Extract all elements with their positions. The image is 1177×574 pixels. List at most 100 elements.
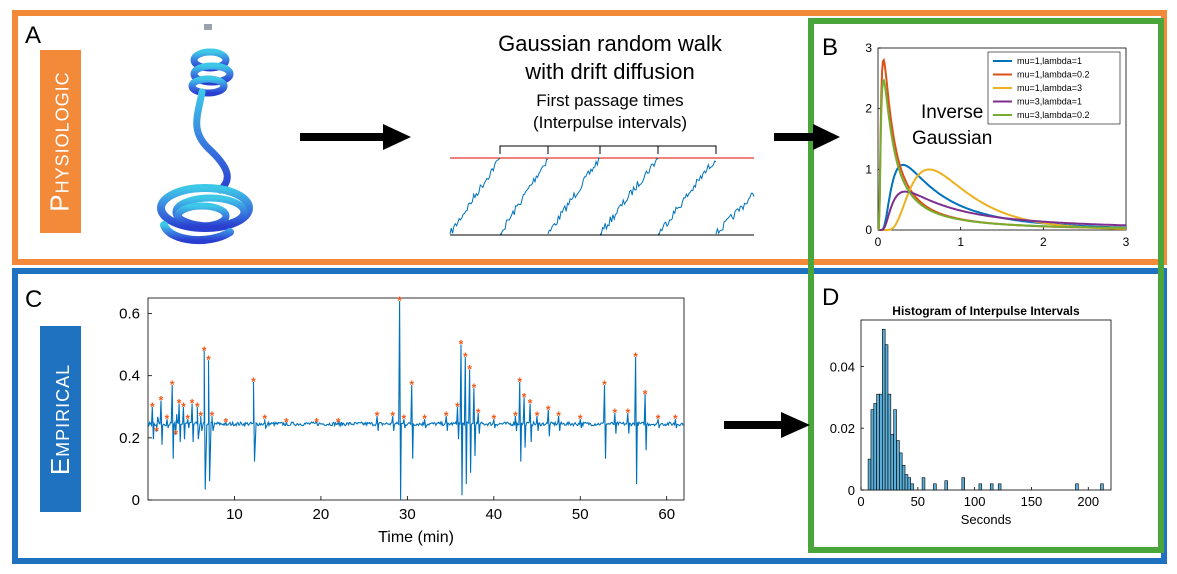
histogram-bar <box>1075 483 1079 491</box>
legend-label: mu=3,lambda=1 <box>1017 97 1082 107</box>
y-tick-label: 0.6 <box>119 306 140 323</box>
peak-markers: ******* *** ***** *** * * * * ***** ******* * *** **… <box>150 294 678 442</box>
walk-trajectory <box>658 160 717 235</box>
walk-trajectory <box>500 158 549 235</box>
peak-marker: * <box>195 400 200 414</box>
signal-line <box>147 301 684 501</box>
neuron-illustration <box>157 24 253 245</box>
peak-marker: * <box>251 375 256 389</box>
walk-trajectory <box>449 157 501 235</box>
arrow-right-icon <box>724 412 810 438</box>
x-tick-label: 0 <box>875 235 882 249</box>
peak-marker: * <box>625 406 630 420</box>
walk-title-line1: Gaussian random walk <box>498 31 722 56</box>
histogram-bar <box>901 464 906 491</box>
x-tick-label: 150 <box>1021 494 1043 509</box>
y-tick-label: 2 <box>865 102 872 116</box>
histogram-bar <box>882 328 886 491</box>
legend-label: mu=3,lambda=0.2 <box>1017 110 1090 120</box>
interval-bracket <box>499 145 549 154</box>
x-axis-label: Seconds <box>961 512 1012 527</box>
peak-marker: * <box>198 409 203 423</box>
y-tick-label: 0.4 <box>119 368 140 385</box>
histogram-bar <box>944 480 948 491</box>
arrow-right-icon <box>300 124 411 150</box>
histogram-bar <box>997 483 1002 491</box>
peak-marker: * <box>513 409 518 423</box>
inverse-gaussian-chart: 0 1 2 30123mu=1,lambda=1mu=1,lambda=0.2mu=1… <box>865 41 1130 249</box>
peak-marker: * <box>397 294 402 308</box>
histogram-bar <box>870 409 875 491</box>
peak-marker: * <box>522 390 527 404</box>
peak-marker: * <box>546 403 551 417</box>
peak-marker: * <box>517 375 522 389</box>
walk-title: Gaussian random walk with drift diffusio… <box>470 30 750 86</box>
walk-subtitle: First passage times (Interpulse interval… <box>490 90 730 134</box>
peak-marker: * <box>409 378 414 392</box>
histogram-bar <box>904 474 909 491</box>
plot-area <box>147 297 685 501</box>
x-axis-label: Time (min) <box>378 529 454 546</box>
walk-trajectory <box>600 157 659 235</box>
empirical-frame <box>12 268 1167 564</box>
peak-marker: * <box>336 415 341 429</box>
y-tick-label: 0 <box>132 492 140 509</box>
y-tick-label: 1 <box>865 162 872 176</box>
x-tick-label: 40 <box>485 506 502 523</box>
peak-marker: * <box>165 412 170 426</box>
peak-marker: * <box>444 409 449 423</box>
walk-subtitle-line1: First passage times <box>536 91 684 110</box>
x-tick-label: 50 <box>572 506 589 523</box>
plot-area <box>860 319 1112 491</box>
panel-letter-b: B <box>822 34 839 61</box>
legend: mu=1,lambda=1 mu=1,lambda=0.2 mu=1,lambda=… <box>987 51 1121 125</box>
histogram-bar <box>899 452 903 491</box>
tube-cap <box>204 24 212 30</box>
peak-marker: * <box>463 350 468 364</box>
histogram-bar <box>1100 483 1104 491</box>
x-tick-label: 0 <box>857 494 864 509</box>
histogram-bar <box>887 393 892 491</box>
chart-title: Histogram of Interpulse Intervals <box>892 304 1080 318</box>
peak-marker: * <box>173 428 178 442</box>
walk-title-line2: with drift diffusion <box>525 59 695 84</box>
histogram-bar <box>961 477 965 491</box>
x-tick-label: 3 <box>1123 235 1130 249</box>
x-tick-label: 1 <box>957 235 964 249</box>
annotation-line1: Inverse <box>920 102 984 123</box>
y-tick-label: 3 <box>865 41 872 55</box>
histogram-bar <box>921 477 926 491</box>
peak-marker: * <box>633 350 638 364</box>
histogram-bar <box>910 483 914 491</box>
y-tick-label: 0.2 <box>119 430 140 447</box>
histogram-bar <box>879 393 883 491</box>
series-line <box>877 78 1126 231</box>
peak-marker: * <box>262 412 267 426</box>
peak-marker: * <box>459 338 464 352</box>
physiologic-label: Physiologic <box>40 50 81 233</box>
x-tick-label: 200 <box>1077 494 1099 509</box>
arrow-right-icon <box>774 124 840 150</box>
peak-marker: * <box>190 397 195 411</box>
x-tick-label: 10 <box>226 506 243 523</box>
peak-marker: * <box>314 415 319 429</box>
histogram-bar <box>978 483 983 491</box>
peak-marker: * <box>476 406 481 420</box>
interval-bracket <box>599 145 659 154</box>
y-tick-label: 0 <box>848 483 855 498</box>
histogram-bar <box>933 483 937 491</box>
peak-marker: * <box>656 412 661 426</box>
histogram-bar <box>884 344 889 491</box>
peak-marker: * <box>177 397 182 411</box>
peak-marker: * <box>210 409 215 423</box>
annotation-line2: Gaussian <box>912 128 993 149</box>
y-tick-label: 0 <box>865 223 872 237</box>
y-tick-label: 0.04 <box>830 359 855 374</box>
empirical-label: Empirical <box>40 326 81 512</box>
interval-bracket <box>547 145 601 154</box>
peak-marker: * <box>643 387 648 401</box>
panel-letter-a: A <box>25 22 42 49</box>
histogram-bar <box>989 483 994 491</box>
x-tick-label: 50 <box>911 494 925 509</box>
peak-marker: * <box>402 412 407 426</box>
